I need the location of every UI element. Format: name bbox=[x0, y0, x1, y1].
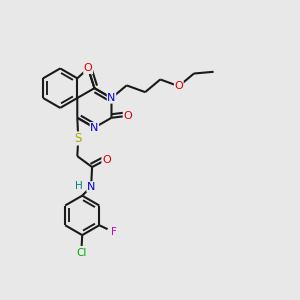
Text: O: O bbox=[102, 154, 111, 164]
Text: S: S bbox=[75, 132, 82, 145]
Text: O: O bbox=[84, 63, 92, 74]
Text: N: N bbox=[87, 182, 95, 192]
Text: H: H bbox=[75, 181, 83, 191]
Text: Cl: Cl bbox=[76, 248, 86, 258]
Text: O: O bbox=[174, 81, 183, 91]
Text: F: F bbox=[111, 227, 117, 237]
Text: O: O bbox=[123, 111, 132, 121]
Text: N: N bbox=[90, 123, 99, 133]
Text: N: N bbox=[107, 93, 116, 103]
